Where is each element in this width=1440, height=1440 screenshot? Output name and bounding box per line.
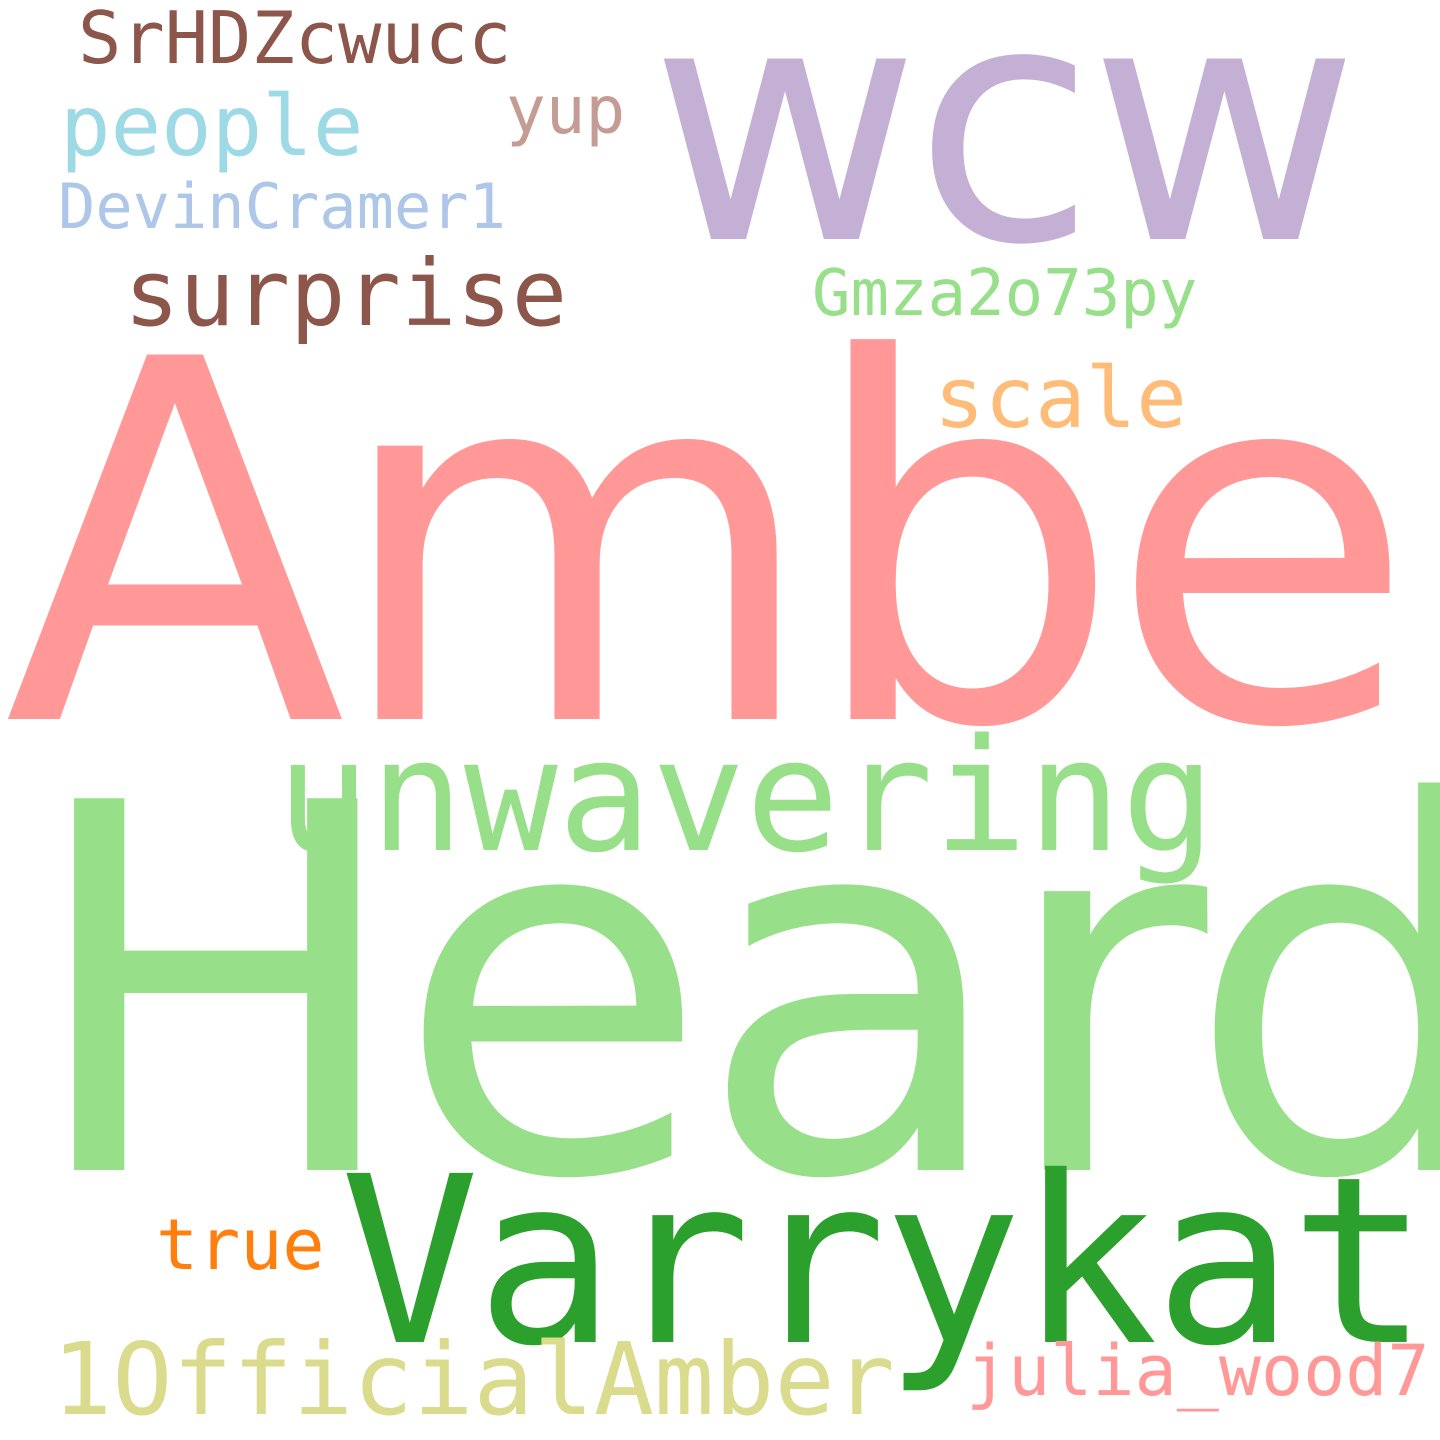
word-varrykat: Varrykat: [340, 1127, 1429, 1397]
word-true: true: [156, 1204, 325, 1286]
word-people: people: [60, 77, 364, 175]
word-amber: Amber: [4, 255, 1440, 837]
word-1officialamber: 1OfficialAmber: [52, 1321, 895, 1438]
word-wcw: wcw: [650, 0, 1359, 317]
word-surprise: surprise: [124, 240, 568, 347]
word-gmza2o73py: Gmza2o73py: [812, 257, 1198, 331]
word-heard: Heard: [24, 698, 1440, 1291]
word-scale: scale: [934, 349, 1187, 447]
word-yup: yup: [506, 72, 626, 149]
word-devincramer1: DevinCramer1: [58, 170, 506, 243]
word-julia-wood7: julia_wood7: [966, 1330, 1430, 1412]
word-srhdzcwucc: SrHDZcwucc: [78, 0, 512, 80]
word-unwavering: unwavering: [276, 705, 1216, 887]
